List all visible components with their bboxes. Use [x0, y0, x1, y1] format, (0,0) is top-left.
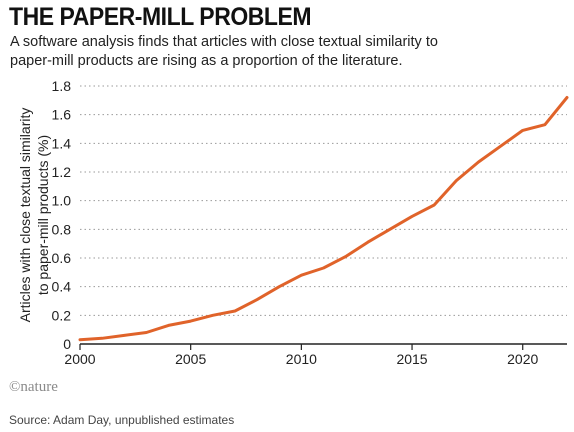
y-tick-label: 1.8	[52, 78, 72, 94]
y-tick-label: 1.4	[52, 135, 72, 151]
x-tick-label: 2005	[175, 351, 206, 367]
x-tick-label: 2010	[286, 351, 317, 367]
y-tick-label: 1.6	[52, 107, 72, 123]
source-note: Source: Adam Day, unpublished estimates	[9, 413, 235, 427]
x-tick-label: 2015	[396, 351, 427, 367]
nature-credit: ©nature	[9, 379, 58, 395]
x-tick-labels: 2000 2005 2010 2015 2020	[64, 351, 538, 367]
y-tick-label: 0.6	[52, 250, 72, 266]
series-group	[78, 96, 569, 342]
chart-subtitle: A software analysis finds that articles …	[10, 34, 438, 69]
gridlines	[80, 85, 567, 316]
y-tick-label: 0.8	[52, 221, 72, 237]
y-tick-label: 0	[63, 336, 71, 352]
chart-title: THE PAPER-MILL PROBLEM	[9, 3, 312, 31]
y-tick-labels: 0 0.2 0.4 0.6 0.8 1.0 1.2 1.4 1.6 1.8	[52, 78, 72, 352]
x-tick-label: 2020	[507, 351, 538, 367]
axes	[79, 343, 567, 350]
y-tick-label: 1.2	[52, 164, 72, 180]
y-axis-label-line-2: to paper-mill products (%)	[35, 135, 51, 295]
y-tick-label: 1.0	[52, 193, 72, 209]
y-tick-label: 0.4	[52, 279, 72, 295]
series-line	[78, 96, 569, 342]
y-axis-label-line-1: Articles with close textual similarity	[17, 108, 33, 323]
y-axis-label: Articles with close textual similarity t…	[17, 108, 51, 323]
x-tick-label: 2000	[64, 351, 95, 367]
y-tick-label: 0.2	[52, 307, 72, 323]
